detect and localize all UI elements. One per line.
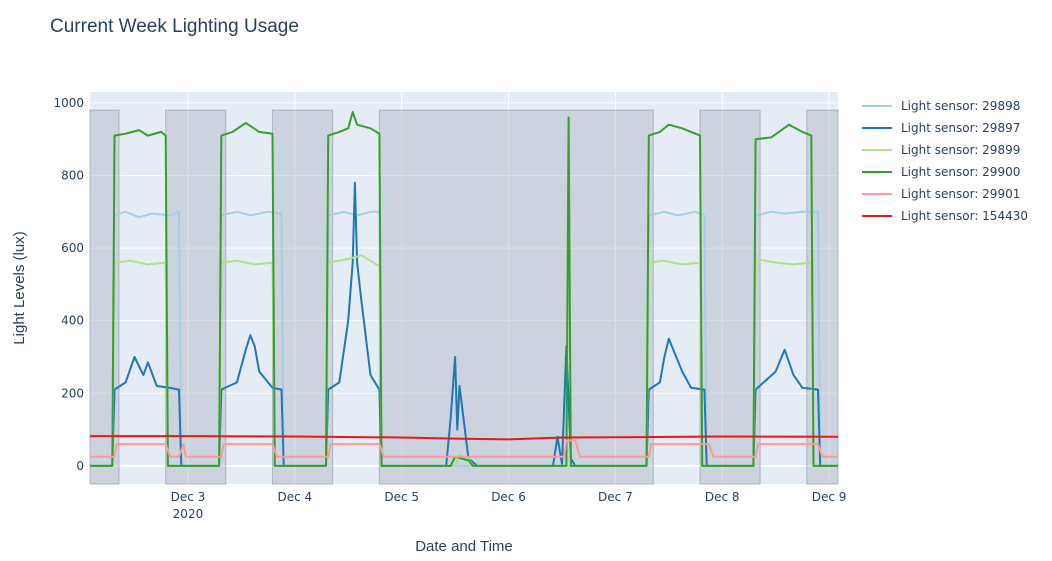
y-tick-label: 0	[76, 459, 84, 473]
y-tick-label: 200	[61, 386, 84, 400]
x-tick-sublabel: 2020	[173, 507, 204, 521]
y-tick-label: 1000	[53, 96, 84, 110]
shaded-period	[378, 109, 654, 485]
legend-label: Light sensor: 29897	[901, 121, 1020, 135]
shaded-period	[165, 109, 227, 485]
y-tick-label: 600	[61, 241, 84, 255]
legend-label: Light sensor: 29899	[901, 143, 1020, 157]
x-tick-label: Dec 9	[812, 490, 847, 504]
y-axis-title: Light Levels (lux)	[11, 231, 28, 344]
chart-title: Current Week Lighting Usage	[50, 16, 299, 37]
x-axis-title: Date and Time	[415, 538, 513, 555]
plot-area	[89, 92, 839, 485]
y-tick-label: 400	[61, 314, 84, 328]
shaded-period	[699, 109, 761, 485]
x-tick-label: Dec 4	[277, 490, 312, 504]
series-line-4	[90, 439, 838, 458]
legend-label: Light sensor: 29900	[901, 165, 1020, 179]
series-line-3	[90, 111, 838, 467]
x-axis: Dec 3 2020 Dec 4 Dec 5 Dec 6 Dec 7 Dec 8 Dec 9	[171, 490, 847, 521]
legend-label: Light sensor: 29901	[901, 187, 1020, 201]
x-tick-label: Dec 6	[491, 490, 526, 504]
x-tick-label: Dec 8	[705, 490, 740, 504]
series-line-5	[90, 435, 839, 441]
x-tick-label: Dec 5	[384, 490, 419, 504]
x-tick-label: Dec 7	[598, 490, 633, 504]
legend: Light sensor: 29898 Light sensor: 29897 Li…	[862, 99, 1028, 223]
legend-label: Light sensor: 154430	[901, 209, 1028, 223]
legend-label: Light sensor: 29898	[901, 99, 1020, 113]
y-tick-label: 800	[61, 168, 84, 182]
x-tick-label: Dec 3	[171, 490, 206, 504]
y-axis: 0 200 400 600 800 1000	[53, 96, 84, 473]
